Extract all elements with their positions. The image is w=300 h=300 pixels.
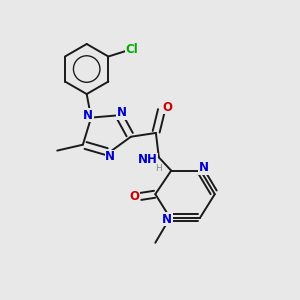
Text: Cl: Cl [125,43,138,56]
Text: O: O [162,101,172,114]
Text: O: O [129,190,139,203]
Text: H: H [155,164,162,173]
Text: N: N [162,213,172,226]
Text: N: N [199,161,208,174]
Text: N: N [83,109,93,122]
Text: N: N [105,150,115,163]
Text: NH: NH [138,153,158,166]
Text: N: N [117,106,127,119]
